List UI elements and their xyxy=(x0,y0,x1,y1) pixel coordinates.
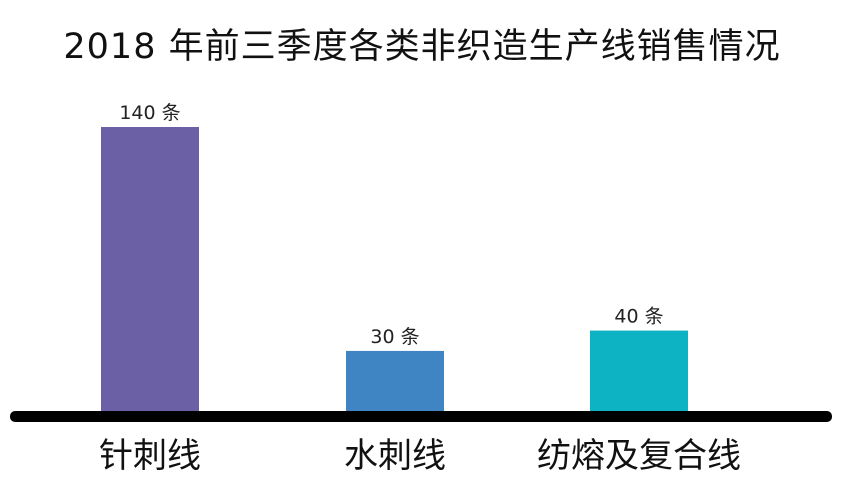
category-label-2: 水刺线 xyxy=(344,436,446,476)
category-label-1: 针刺线 xyxy=(99,436,201,476)
x-axis-line xyxy=(10,411,832,422)
data-label-1: 140 条 xyxy=(119,102,180,124)
bar-1 xyxy=(101,127,199,412)
bar-3 xyxy=(590,330,688,412)
chart-title: 2018 年前三季度各类非织造生产线销售情况 xyxy=(63,27,781,67)
data-label-2: 30 条 xyxy=(370,326,419,348)
bar-2 xyxy=(346,350,444,412)
category-label-3: 纺熔及复合线 xyxy=(537,436,741,476)
data-label-3: 40 条 xyxy=(614,306,663,328)
